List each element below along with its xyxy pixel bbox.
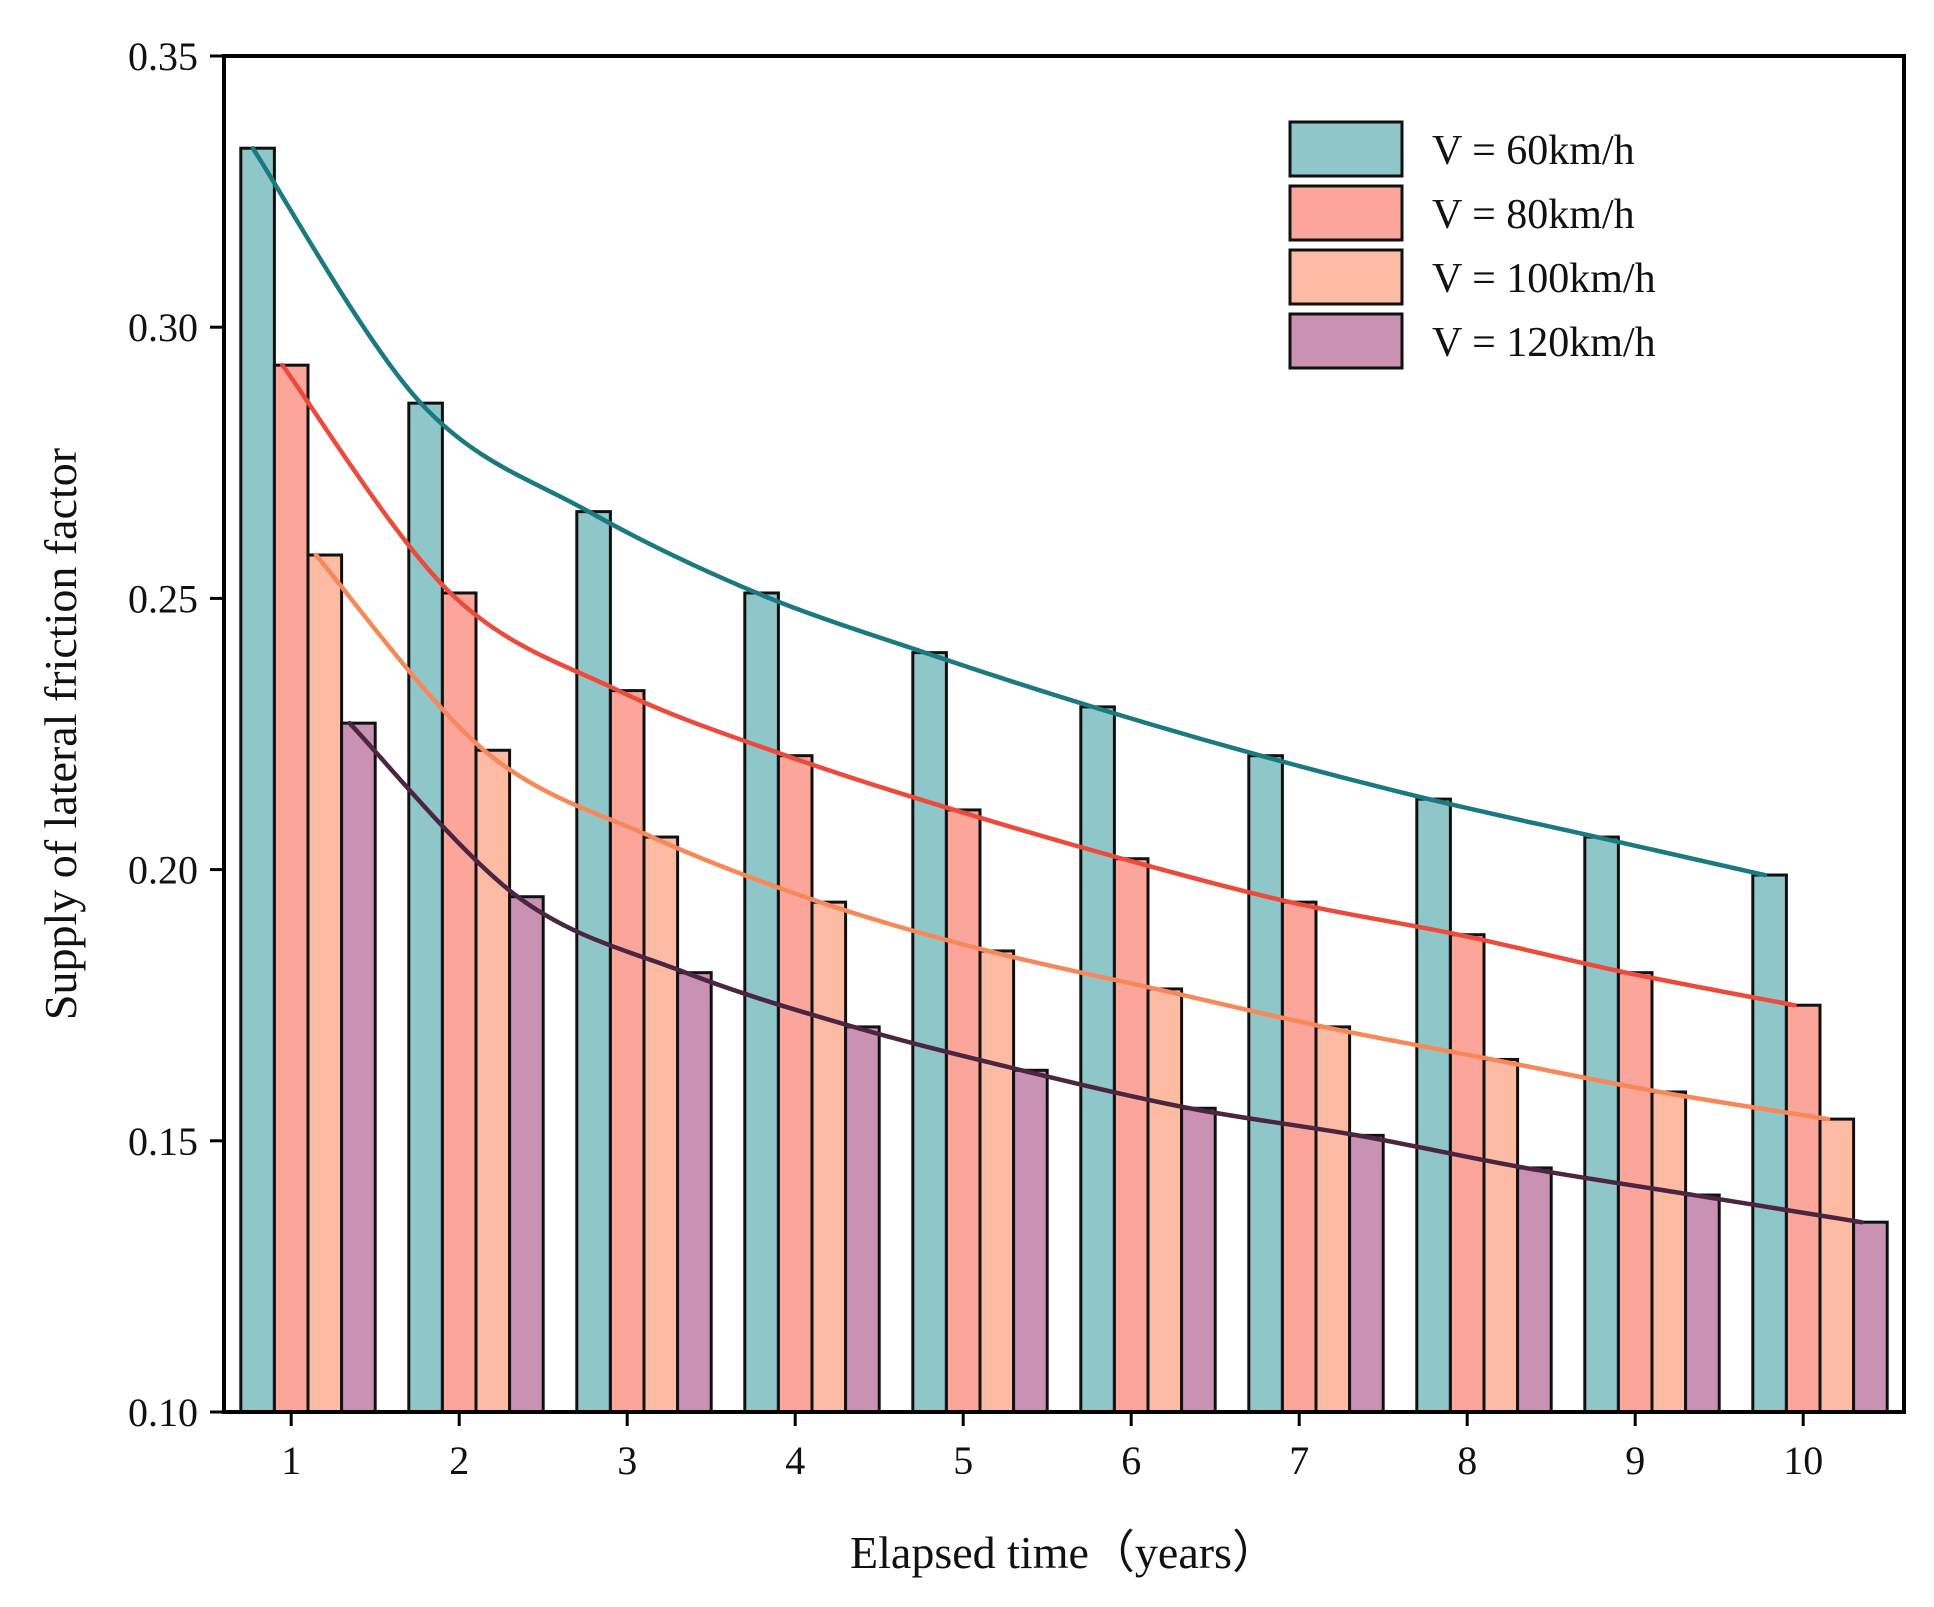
y-tick-label: 0.20 [128, 848, 198, 893]
bar-series-3-year-7 [1314, 1025, 1352, 1414]
legend-label-series-1: V = 60km/h [1432, 128, 1635, 174]
x-tick-label: 8 [1457, 1438, 1477, 1483]
trend-line-series-1 [250, 145, 1768, 878]
y-axis-title: Supply of lateral friction factor [35, 448, 86, 1020]
bar-series-1-year-1 [239, 146, 276, 1414]
bar-series-2-year-1 [272, 363, 310, 1414]
legend-swatch-series-3 [1288, 248, 1404, 306]
bar-series-4-year-3 [676, 971, 713, 1414]
x-tick-label: 10 [1783, 1438, 1823, 1483]
x-tick-label: 9 [1625, 1438, 1645, 1483]
bar-series-4-year-9 [1684, 1193, 1721, 1414]
bar-series-3-year-5 [978, 949, 1016, 1414]
y-tick-label: 0.10 [128, 1390, 198, 1435]
legend-swatch-series-1 [1288, 120, 1404, 178]
bar-series-2-year-4 [776, 754, 814, 1414]
bar-series-3-year-8 [1482, 1057, 1520, 1414]
trend-line-series-3 [313, 552, 1831, 1122]
legend-label-series-4: V = 120km/h [1432, 320, 1656, 366]
bar-series-3-year-6 [1146, 987, 1184, 1414]
bar-series-2-year-10 [1784, 1003, 1822, 1414]
bar-series-4-year-1 [340, 721, 377, 1414]
legend: V = 60km/h V = 80km/h V = 100km/h V = 120km… [1288, 120, 1656, 370]
bar-series-2-year-9 [1616, 971, 1654, 1414]
bar-series-4-year-10 [1852, 1220, 1889, 1414]
x-tick-label: 7 [1289, 1438, 1309, 1483]
bar-series-3-year-2 [474, 748, 512, 1414]
bar-series-4-year-2 [508, 895, 545, 1414]
bar-series-3-year-3 [642, 835, 680, 1414]
bar-series-4-year-4 [844, 1025, 881, 1414]
x-tick-label: 1 [281, 1438, 301, 1483]
x-axis: 1 2 3 4 5 6 7 8 9 10 [281, 1412, 1823, 1483]
bar-series-3-year-1 [306, 553, 344, 1414]
bar-series-1-year-9 [1583, 835, 1620, 1414]
trend-line-series-2 [280, 362, 1797, 1008]
bar-series-2-year-6 [1112, 857, 1150, 1414]
y-tick-label: 0.30 [128, 305, 198, 350]
bar-series-1-year-7 [1247, 754, 1284, 1414]
bar-series-4-year-5 [1012, 1068, 1049, 1414]
trend-line-series-4 [347, 720, 1864, 1225]
bar-series-1-year-5 [911, 651, 948, 1414]
x-tick-label: 2 [449, 1438, 469, 1483]
bar-series-4-year-7 [1348, 1133, 1385, 1414]
bar-series-2-year-8 [1448, 933, 1486, 1414]
bar-series-2-year-7 [1280, 900, 1318, 1414]
bar-series-1-year-6 [1079, 705, 1116, 1414]
y-tick-label: 0.35 [128, 34, 198, 79]
bar-series-4-year-6 [1180, 1106, 1217, 1414]
bar-series-1-year-8 [1415, 797, 1452, 1414]
trend-lines-layer [250, 145, 1864, 1225]
legend-label-series-3: V = 100km/h [1432, 256, 1656, 302]
plot-area-frame [222, 54, 1906, 1414]
bar-series-3-year-10 [1818, 1117, 1856, 1414]
x-tick-label: 4 [785, 1438, 805, 1483]
y-tick-label: 0.15 [128, 1119, 198, 1164]
legend-label-series-2: V = 80km/h [1432, 192, 1635, 238]
bar-series-2-year-5 [944, 808, 982, 1414]
bar-series-2-year-3 [608, 689, 646, 1414]
x-tick-label: 5 [953, 1438, 973, 1483]
x-tick-label: 3 [617, 1438, 637, 1483]
y-tick-label: 0.25 [128, 576, 198, 621]
bar-series-4-year-8 [1516, 1166, 1553, 1414]
bars-layer [239, 146, 1889, 1414]
bar-series-1-year-10 [1751, 873, 1788, 1414]
y-axis: 0.10 0.15 0.20 0.25 0.30 0.35 [128, 34, 224, 1435]
bar-series-1-year-3 [575, 510, 612, 1414]
x-tick-label: 6 [1121, 1438, 1141, 1483]
x-axis-title: Elapsed time（years） [850, 1527, 1278, 1578]
legend-swatch-series-4 [1288, 312, 1404, 370]
bar-series-3-year-4 [810, 900, 848, 1414]
bar-series-3-year-9 [1650, 1090, 1688, 1414]
legend-swatch-series-2 [1288, 184, 1404, 242]
